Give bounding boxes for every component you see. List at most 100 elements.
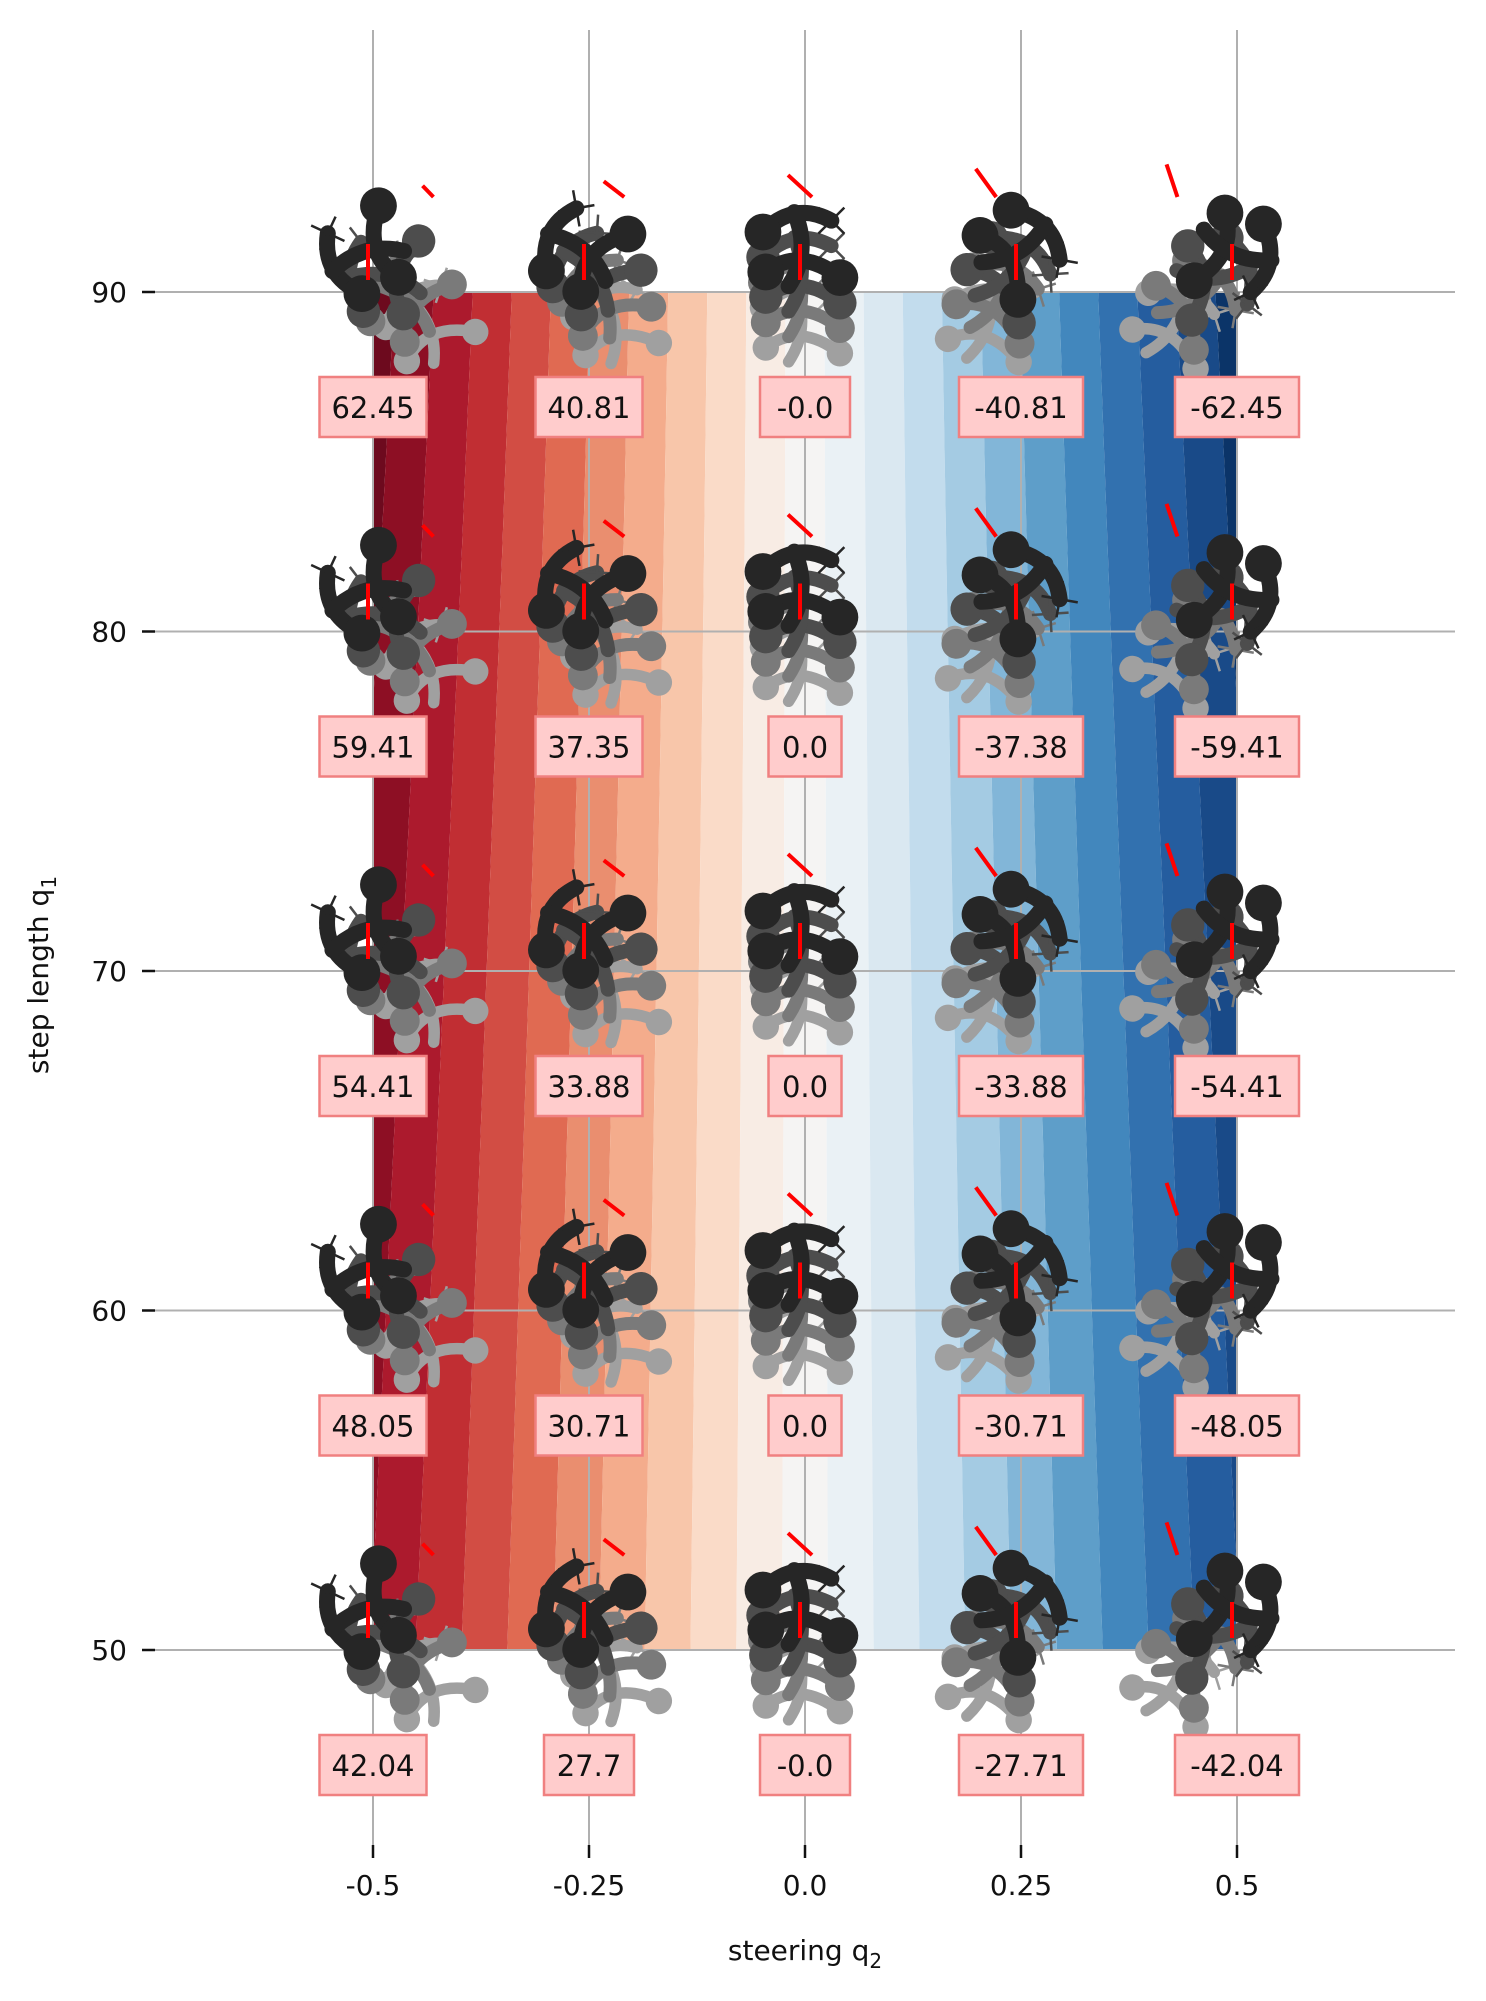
robot-foot [528, 252, 565, 290]
heading-marker [602, 1198, 626, 1218]
value-label: 59.41 [331, 731, 414, 765]
robot-foot [749, 1638, 783, 1672]
robot-glyph [1119, 503, 1282, 722]
robot-cross [1041, 580, 1078, 618]
robot-foot [462, 1337, 489, 1364]
robot-foot [624, 253, 658, 287]
robot-foot [462, 658, 489, 685]
robot-glyph [1119, 842, 1282, 1062]
robot-foot [360, 1545, 397, 1583]
robot-foot [436, 1287, 467, 1318]
robot-foot [1245, 1563, 1282, 1601]
value-label: -42.04 [1190, 1749, 1284, 1783]
robot-foot [992, 1549, 1030, 1587]
robot-foot [826, 679, 854, 706]
value-label: 37.35 [547, 731, 630, 765]
value-label: 30.71 [547, 1410, 630, 1444]
heading-marker [602, 179, 626, 199]
robot-foot [1141, 1628, 1171, 1659]
y-tick-label: 70 [91, 955, 127, 988]
robot-pose [310, 187, 417, 313]
robot-foot [645, 1687, 673, 1715]
value-label-box [957, 1054, 1085, 1118]
heading-marker [1164, 163, 1180, 198]
heading-marker [974, 1525, 998, 1557]
robot-foot [752, 334, 780, 361]
robot-foot [1175, 982, 1209, 1016]
robot-cross [1233, 274, 1268, 310]
robot-foot [750, 1325, 781, 1356]
value-label-box [534, 715, 644, 778]
robot-glyph [528, 519, 673, 709]
robot-cross [557, 190, 595, 227]
robot-foot [380, 1616, 417, 1654]
robot-foot [961, 1235, 999, 1273]
robot-glyph [744, 1192, 859, 1387]
robot-foot [1178, 674, 1209, 705]
x-tick-label: 0.5 [1215, 1869, 1260, 1902]
robot-foot [750, 646, 781, 677]
robot-cross [817, 1564, 846, 1593]
robot-foot [744, 1232, 782, 1269]
value-label: -54.41 [1190, 1070, 1284, 1104]
robot-glyph [310, 184, 489, 375]
robot-glyph [310, 863, 489, 1054]
robot-foot [750, 986, 781, 1017]
robot-pose [961, 1549, 1078, 1676]
heading-marker [786, 1192, 814, 1218]
value-label-box [957, 375, 1085, 439]
robot-foot [1119, 1674, 1146, 1701]
robot-pose [310, 526, 417, 652]
value-label-box [534, 375, 644, 439]
robot-foot [752, 673, 780, 701]
robot-foot [1119, 316, 1146, 343]
value-label: 0.0 [782, 1070, 828, 1104]
robot-foot [624, 1611, 658, 1645]
robot-foot [360, 187, 397, 225]
robot-cross [310, 216, 346, 251]
robot-pose [1175, 534, 1282, 649]
robot-foot [826, 340, 854, 367]
robot-cross [817, 910, 846, 939]
robot-foot [752, 1352, 780, 1380]
robot-cross [557, 529, 595, 567]
value-label-box [1173, 715, 1301, 778]
robot-cross [1233, 953, 1268, 989]
robot-glyph [744, 852, 859, 1047]
heading-marker [786, 1531, 814, 1557]
value-label: -40.81 [974, 391, 1068, 425]
robot-foot [645, 1348, 673, 1375]
robot-foot [562, 952, 600, 989]
robot-foot [941, 1647, 972, 1678]
robot-glyph [934, 1525, 1078, 1734]
robot-foot [992, 870, 1030, 908]
robot-foot [744, 892, 782, 930]
heading-marker [974, 1186, 998, 1217]
robot-foot [961, 556, 999, 594]
robot-foot [436, 608, 467, 639]
robot-foot [1141, 270, 1171, 301]
robot-foot [624, 1272, 658, 1306]
value-label: 33.88 [547, 1070, 630, 1104]
robot-foot [1171, 1587, 1205, 1621]
robot-cross [817, 571, 846, 600]
robot-foot [624, 932, 658, 966]
robot-foot [749, 1298, 783, 1333]
robot-foot [1175, 1280, 1213, 1318]
robot-foot [436, 948, 467, 979]
value-label: 42.04 [331, 1749, 414, 1783]
value-label-box [318, 1394, 428, 1457]
robot-foot [609, 1573, 647, 1611]
robot-cross [1041, 1599, 1078, 1637]
x-tick-label: 0.0 [783, 1869, 828, 1902]
robot-pose [310, 866, 417, 992]
robot-foot [1178, 1013, 1209, 1044]
y-axis-label-subscript: 1 [37, 876, 61, 889]
robot-foot [380, 258, 417, 296]
robot-foot [380, 937, 417, 975]
robot-cross [817, 1589, 846, 1618]
robot-foot [562, 273, 600, 310]
robot-foot [1206, 873, 1244, 911]
robot-foot [1119, 995, 1146, 1022]
robot-foot [823, 625, 857, 660]
